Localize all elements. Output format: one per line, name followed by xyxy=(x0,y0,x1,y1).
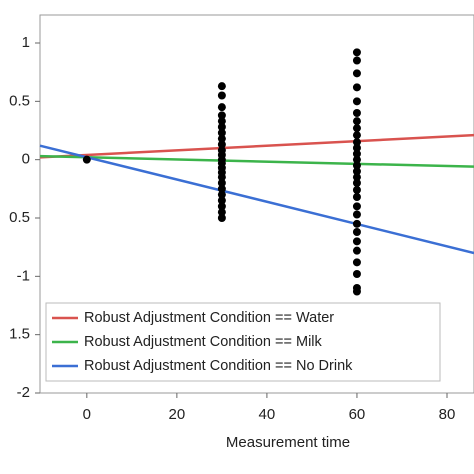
trend-line xyxy=(39,133,474,159)
x-axis-label: Measurement time xyxy=(226,434,350,451)
x-tick-label: 40 xyxy=(259,406,276,423)
data-point xyxy=(352,161,361,170)
data-point xyxy=(352,173,361,182)
trend-line xyxy=(39,144,474,255)
data-point xyxy=(352,202,361,211)
legend-label: Robust Adjustment Condition == Water xyxy=(84,310,334,326)
y-tick-label: 0.5 xyxy=(9,92,30,109)
legend-box xyxy=(45,302,441,382)
data-point xyxy=(352,228,361,236)
x-tick-label: 20 xyxy=(169,406,186,423)
y-tick-label: -1 xyxy=(17,267,30,284)
data-point xyxy=(352,179,361,187)
y-tick-label: -2 xyxy=(17,384,30,401)
data-point xyxy=(217,111,226,120)
plot-frame xyxy=(39,14,474,394)
data-point xyxy=(352,167,361,176)
data-point xyxy=(352,131,361,140)
data-point xyxy=(217,103,226,112)
data-point xyxy=(352,97,361,106)
y-tick-label: 1 xyxy=(22,34,30,51)
data-point xyxy=(352,124,361,133)
data-point xyxy=(352,155,361,164)
data-point xyxy=(352,56,361,65)
data-point xyxy=(217,179,226,187)
data-point xyxy=(217,117,226,126)
plot-marks xyxy=(39,48,474,296)
legend: Robust Adjustment Condition == Water Robu… xyxy=(45,302,441,382)
data-point xyxy=(82,155,91,164)
data-point xyxy=(352,193,361,201)
data-point xyxy=(352,219,361,228)
data-point xyxy=(352,109,361,117)
legend-label: Robust Adjustment Condition == Milk xyxy=(84,334,323,350)
data-point xyxy=(352,246,361,255)
x-tick-label: 60 xyxy=(349,406,366,423)
data-point xyxy=(217,214,226,222)
data-point xyxy=(352,117,361,126)
data-point xyxy=(352,69,361,78)
data-point xyxy=(352,237,361,246)
data-point xyxy=(352,149,361,158)
data-point xyxy=(352,270,361,278)
data-point xyxy=(217,91,226,100)
y-tick-label: 1.5 xyxy=(9,326,30,343)
y-tick-label: 0.5 xyxy=(9,209,30,226)
data-point xyxy=(217,173,226,182)
data-point xyxy=(217,82,226,91)
data-point xyxy=(352,83,361,92)
y-tick-label: 0 xyxy=(22,151,30,168)
data-point xyxy=(217,128,226,137)
data-point xyxy=(217,134,226,143)
data-point xyxy=(217,123,226,131)
data-point xyxy=(217,190,226,199)
data-point xyxy=(352,144,361,152)
data-point xyxy=(217,184,226,193)
data-point xyxy=(352,258,361,267)
data-point xyxy=(352,48,361,57)
data-point xyxy=(352,186,361,194)
legend-label: Robust Adjustment Condition == No Drink xyxy=(84,358,353,374)
x-tick-label: 0 xyxy=(83,406,91,423)
x-tick-label: 80 xyxy=(439,406,456,423)
data-point xyxy=(217,208,226,217)
data-point xyxy=(352,138,361,147)
data-point xyxy=(352,287,361,296)
data-point xyxy=(352,210,361,219)
data-point xyxy=(217,196,226,205)
trend-line xyxy=(39,154,474,168)
data-point xyxy=(217,202,226,211)
data-point xyxy=(217,140,226,149)
